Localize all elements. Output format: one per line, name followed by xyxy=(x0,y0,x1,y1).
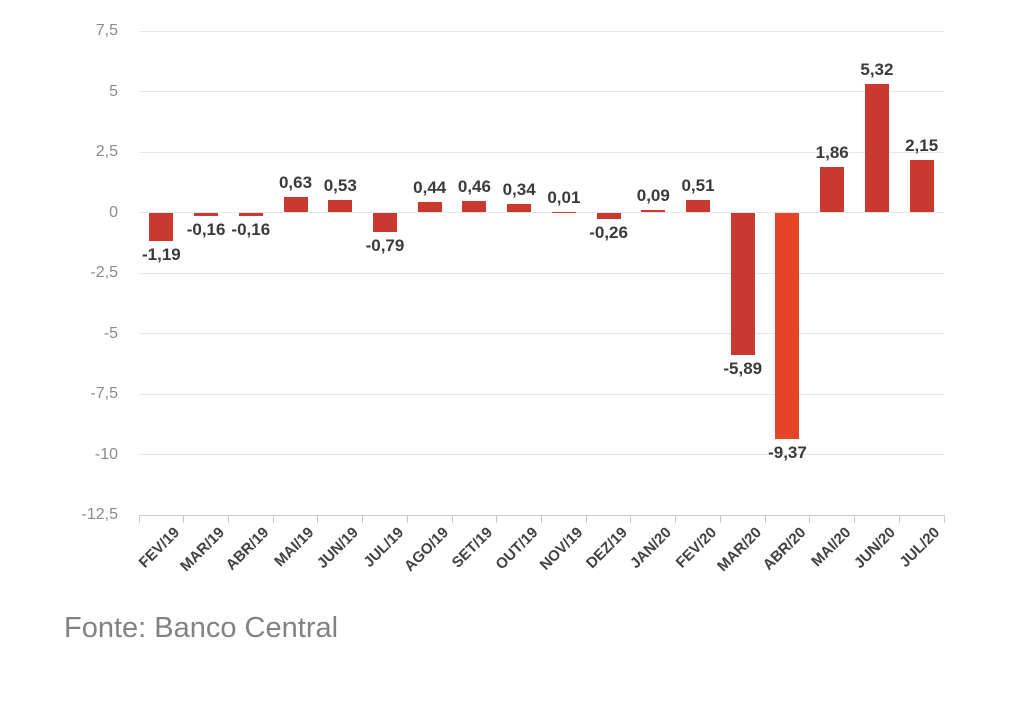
grid-line xyxy=(139,333,944,334)
axis-tick xyxy=(898,515,900,523)
bar-value-label: 5,32 xyxy=(860,59,894,79)
x-tick-label: ABR/20 xyxy=(759,524,810,574)
grid-line xyxy=(139,30,944,32)
bar xyxy=(328,199,353,213)
axis-tick xyxy=(406,515,408,523)
bar xyxy=(372,212,397,232)
bar xyxy=(909,160,934,213)
bar-value-label: -5,89 xyxy=(723,359,763,379)
bar xyxy=(820,167,845,213)
bar-value-label: 0,46 xyxy=(457,177,491,197)
bar-value-label: -0,16 xyxy=(231,220,271,240)
x-tick-label: MAR/19 xyxy=(177,524,229,575)
x-tick-label: JAN/20 xyxy=(627,524,676,572)
axis-tick xyxy=(496,515,498,523)
axis-tick xyxy=(630,515,632,523)
bar xyxy=(864,83,889,213)
bar xyxy=(730,212,755,356)
bar-value-label: -1,19 xyxy=(141,245,181,265)
grid-line xyxy=(139,454,944,455)
bar xyxy=(238,212,263,217)
axis-tick xyxy=(362,515,364,523)
y-tick-label: 5 xyxy=(109,82,118,100)
x-tick-label: OUT/19 xyxy=(492,524,542,574)
bar xyxy=(507,204,532,213)
x-tick-label: JUL/19 xyxy=(360,524,408,571)
x-tick-label: JUN/19 xyxy=(314,524,363,572)
bar xyxy=(417,201,442,213)
axis-tick xyxy=(227,515,229,523)
bar-value-label: 0,63 xyxy=(278,173,313,193)
x-tick-label: JUN/20 xyxy=(850,524,899,572)
bar xyxy=(686,200,711,213)
x-tick-label: MAI/20 xyxy=(808,524,855,571)
source-note: Fonte: Banco Central xyxy=(64,612,339,644)
bar xyxy=(641,210,666,213)
bar-value-label: 0,01 xyxy=(547,188,581,208)
x-tick-label: SET/19 xyxy=(449,524,497,572)
axis-tick xyxy=(809,515,811,523)
y-tick-label: -5 xyxy=(103,324,118,342)
bar xyxy=(596,212,621,219)
y-tick-label: 0 xyxy=(109,203,118,221)
axis-tick xyxy=(138,515,140,523)
x-tick-label: FEV/20 xyxy=(672,524,721,572)
x-tick-label: FEV/19 xyxy=(135,524,184,572)
axis-tick xyxy=(272,515,274,523)
y-tick-label: 7,5 xyxy=(95,22,118,39)
bar-value-label: 0,34 xyxy=(502,180,536,200)
bar-value-label: -0,79 xyxy=(365,235,405,255)
grid-line xyxy=(139,272,944,274)
x-tick-label: DEZ/19 xyxy=(582,524,631,572)
bar xyxy=(462,201,487,213)
axis-tick xyxy=(854,515,856,523)
y-tick-label: -2,5 xyxy=(90,264,118,281)
bar-value-label: -0,16 xyxy=(186,220,226,240)
axis-tick xyxy=(719,515,721,523)
bar-value-label: -9,37 xyxy=(768,443,807,463)
x-tick-label: MAR/20 xyxy=(713,524,765,575)
x-tick-label: AGO/19 xyxy=(400,524,452,575)
x-tick-label: NOV/19 xyxy=(536,524,586,574)
grid-line xyxy=(139,151,944,153)
bar-value-label: 2,15 xyxy=(905,136,939,156)
bar-value-label: 0,09 xyxy=(636,186,670,206)
axis-tick xyxy=(451,515,453,523)
bar xyxy=(194,212,219,217)
axis-tick xyxy=(943,515,945,523)
axis-tick xyxy=(675,515,677,523)
x-tick-label: JUL/20 xyxy=(896,524,944,571)
axis-tick xyxy=(764,515,766,523)
y-tick-label: -10 xyxy=(94,445,118,463)
y-tick-label: 2,5 xyxy=(95,143,118,160)
y-tick-label: -12,5 xyxy=(81,506,118,523)
bar-value-label: -0,26 xyxy=(589,222,628,242)
bar-value-label: 0,44 xyxy=(413,177,447,197)
x-tick-label: ABR/19 xyxy=(223,524,273,574)
axis-tick xyxy=(183,515,185,523)
bar xyxy=(775,212,800,440)
y-tick-label: -7,5 xyxy=(90,385,118,402)
bar-value-label: 1,86 xyxy=(815,143,849,163)
axis-tick xyxy=(541,515,542,523)
bar xyxy=(149,212,174,242)
bar xyxy=(283,197,308,213)
x-tick-label: MAI/19 xyxy=(271,524,318,571)
grid-line xyxy=(139,212,944,213)
axis-tick xyxy=(317,515,319,523)
grid-line xyxy=(139,91,944,92)
bar-value-label: 0,53 xyxy=(323,175,357,195)
bar-value-label: 0,51 xyxy=(681,176,715,196)
grid-line xyxy=(139,393,944,395)
axis-tick xyxy=(585,515,587,523)
